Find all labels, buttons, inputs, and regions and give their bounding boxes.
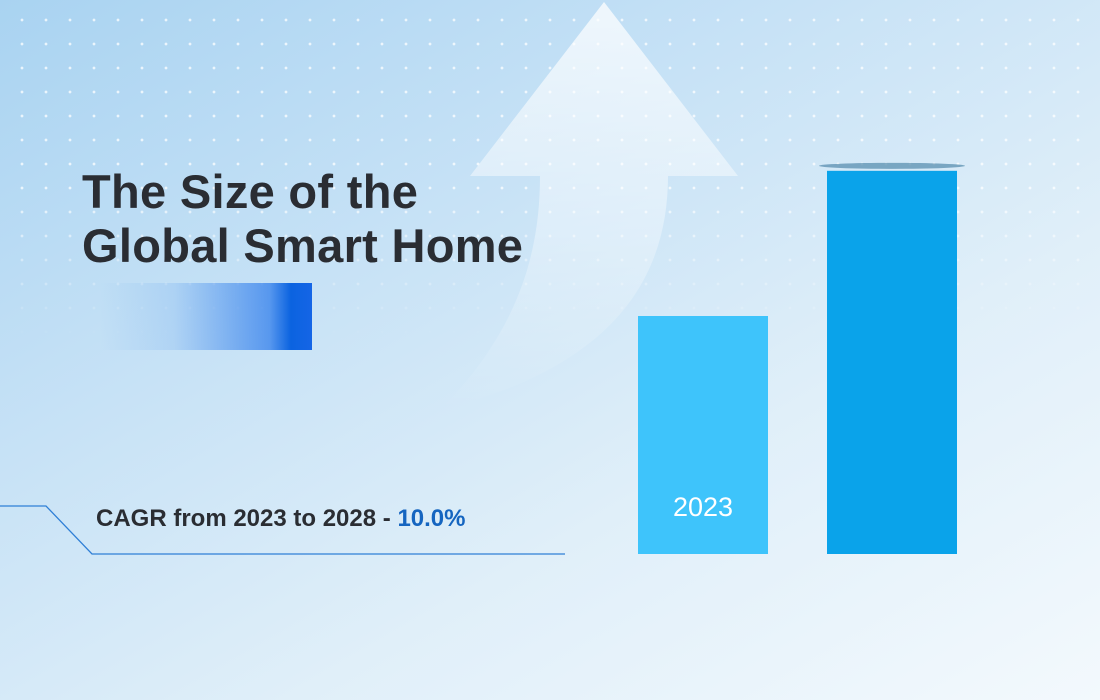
title-line-2: Global Smart Home: [82, 219, 524, 272]
title-line-1: The Size of the: [82, 165, 419, 218]
bar-2023: [638, 316, 768, 554]
cagr-statement: CAGR from 2023 to 2028 - 10.0%: [96, 505, 466, 533]
cagr-label: CAGR from 2023 to 2028 -: [96, 505, 398, 532]
cagr-value: 10.0%: [397, 505, 466, 532]
title-accent-bar: [100, 283, 312, 350]
bar-forecast: [827, 170, 957, 554]
page-title: The Size of the Global Smart Home: [82, 165, 523, 273]
bar-label-2023: 2023: [673, 492, 733, 522]
bar-top-highlight: [819, 162, 965, 169]
